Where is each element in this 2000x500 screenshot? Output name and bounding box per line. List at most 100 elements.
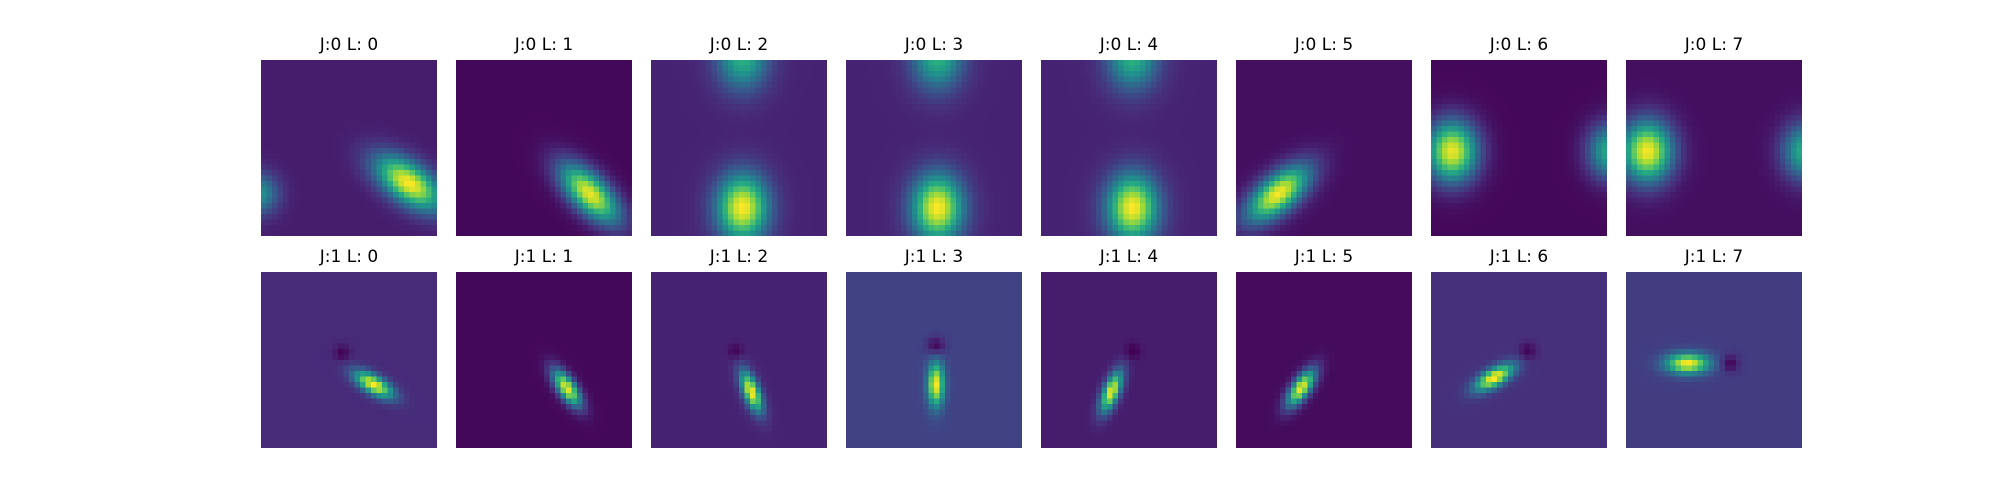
- heatmap-cell: [327, 148, 333, 154]
- heatmap-cell: [409, 153, 416, 160]
- heatmap-cell: [349, 76, 355, 83]
- heatmap-cell: [283, 109, 289, 116]
- heatmap-cell: [461, 186, 468, 193]
- heatmap-cell: [456, 175, 462, 182]
- heatmap-cell: [667, 170, 674, 176]
- heatmap-cell: [950, 159, 957, 165]
- heatmap-cell: [706, 164, 712, 171]
- heatmap-cell: [799, 203, 806, 209]
- heatmap-cell: [560, 71, 567, 77]
- heatmap-cell: [610, 197, 616, 204]
- heatmap-cell: [393, 186, 399, 193]
- heatmap-cell: [398, 170, 405, 176]
- heatmap-cell: [766, 181, 773, 187]
- heatmap-cell: [621, 159, 627, 165]
- heatmap-cell: [489, 93, 495, 99]
- heatmap-cell: [967, 230, 973, 236]
- heatmap-cell: [533, 159, 539, 165]
- heatmap-cell: [549, 203, 556, 209]
- heatmap-cell: [544, 82, 550, 88]
- heatmap-cell: [961, 76, 968, 83]
- heatmap-cell: [478, 137, 484, 143]
- heatmap-cell: [376, 115, 383, 121]
- heatmap-cell: [467, 82, 473, 88]
- heatmap-cell: [1162, 104, 1168, 110]
- heatmap-cell: [371, 170, 377, 176]
- heatmap-cell: [961, 104, 968, 110]
- heatmap-cell: [799, 192, 806, 198]
- heatmap-cell: [755, 137, 762, 143]
- heatmap-cell: [272, 76, 278, 83]
- heatmap-cell: [305, 203, 311, 209]
- heatmap-cell: [1200, 76, 1207, 83]
- heatmap-cell: [1074, 76, 1080, 83]
- heatmap-cell: [978, 219, 984, 226]
- heatmap-cell: [604, 93, 611, 99]
- heatmap-cell: [821, 71, 827, 77]
- heatmap-cell: [327, 225, 333, 231]
- heatmap-cell: [961, 230, 968, 236]
- heatmap-cell: [1134, 115, 1141, 121]
- heatmap-cell: [945, 82, 951, 88]
- heatmap-cell: [739, 170, 745, 176]
- heatmap-cell: [538, 192, 545, 198]
- heatmap-cell: [810, 137, 817, 143]
- heatmap-cell: [489, 98, 495, 105]
- heatmap-cell: [409, 104, 416, 110]
- heatmap-cell: [700, 93, 707, 99]
- heatmap-cell: [360, 115, 366, 121]
- heatmap-cell: [544, 65, 550, 72]
- heatmap-cell: [1200, 192, 1207, 198]
- heatmap-cell: [961, 120, 968, 127]
- heatmap-cell: [1011, 137, 1017, 143]
- heatmap-cell: [810, 181, 817, 187]
- heatmap-cell: [722, 192, 729, 198]
- heatmap-cell: [662, 137, 668, 143]
- heatmap-cell: [928, 192, 935, 198]
- heatmap-cell: [404, 225, 410, 231]
- heatmap-cell: [857, 60, 863, 66]
- heatmap-cell: [917, 214, 924, 220]
- heatmap-cell: [1211, 186, 1217, 193]
- heatmap-cell: [884, 181, 891, 187]
- heatmap-cell: [805, 93, 811, 99]
- heatmap-cell: [1107, 131, 1113, 138]
- heatmap-cell: [582, 87, 589, 94]
- heatmap-cell: [489, 181, 495, 187]
- heatmap-cell: [884, 153, 891, 160]
- heatmap-cell: [332, 142, 339, 149]
- heatmap-cell: [711, 164, 718, 171]
- heatmap-cell: [846, 148, 852, 154]
- heatmap-cell: [522, 197, 528, 204]
- heatmap-cell: [956, 131, 962, 138]
- heatmap-cell: [494, 98, 501, 105]
- heatmap-cell: [343, 159, 350, 165]
- heatmap-cell: [1184, 159, 1190, 165]
- heatmap-cell: [1178, 82, 1185, 88]
- heatmap-cell: [656, 76, 663, 83]
- heatmap-cell: [879, 98, 885, 105]
- heatmap-cell: [461, 104, 468, 110]
- heatmap-cell: [695, 170, 701, 176]
- heatmap-cell: [1005, 76, 1012, 83]
- heatmap-cell: [527, 76, 534, 83]
- heatmap-cell: [604, 197, 611, 204]
- heatmap-cell: [821, 65, 827, 72]
- heatmap-cell: [879, 109, 885, 116]
- heatmap-cell: [684, 164, 690, 171]
- heatmap-cell: [283, 71, 289, 77]
- heatmap-cell: [939, 65, 946, 72]
- heatmap-cell: [327, 219, 333, 226]
- heatmap-cell: [873, 159, 880, 165]
- heatmap-cell: [321, 197, 328, 204]
- heatmap-cell: [1000, 87, 1006, 94]
- heatmap-cell: [1052, 170, 1058, 176]
- heatmap-cell: [489, 115, 495, 121]
- heatmap-cell: [788, 181, 795, 187]
- heatmap-cell: [788, 82, 795, 88]
- heatmap-cell: [1046, 137, 1053, 143]
- heatmap-cell: [538, 98, 545, 105]
- heatmap-cell: [1118, 87, 1124, 94]
- heatmap-cell: [1118, 159, 1124, 165]
- heatmap-cell: [489, 142, 495, 149]
